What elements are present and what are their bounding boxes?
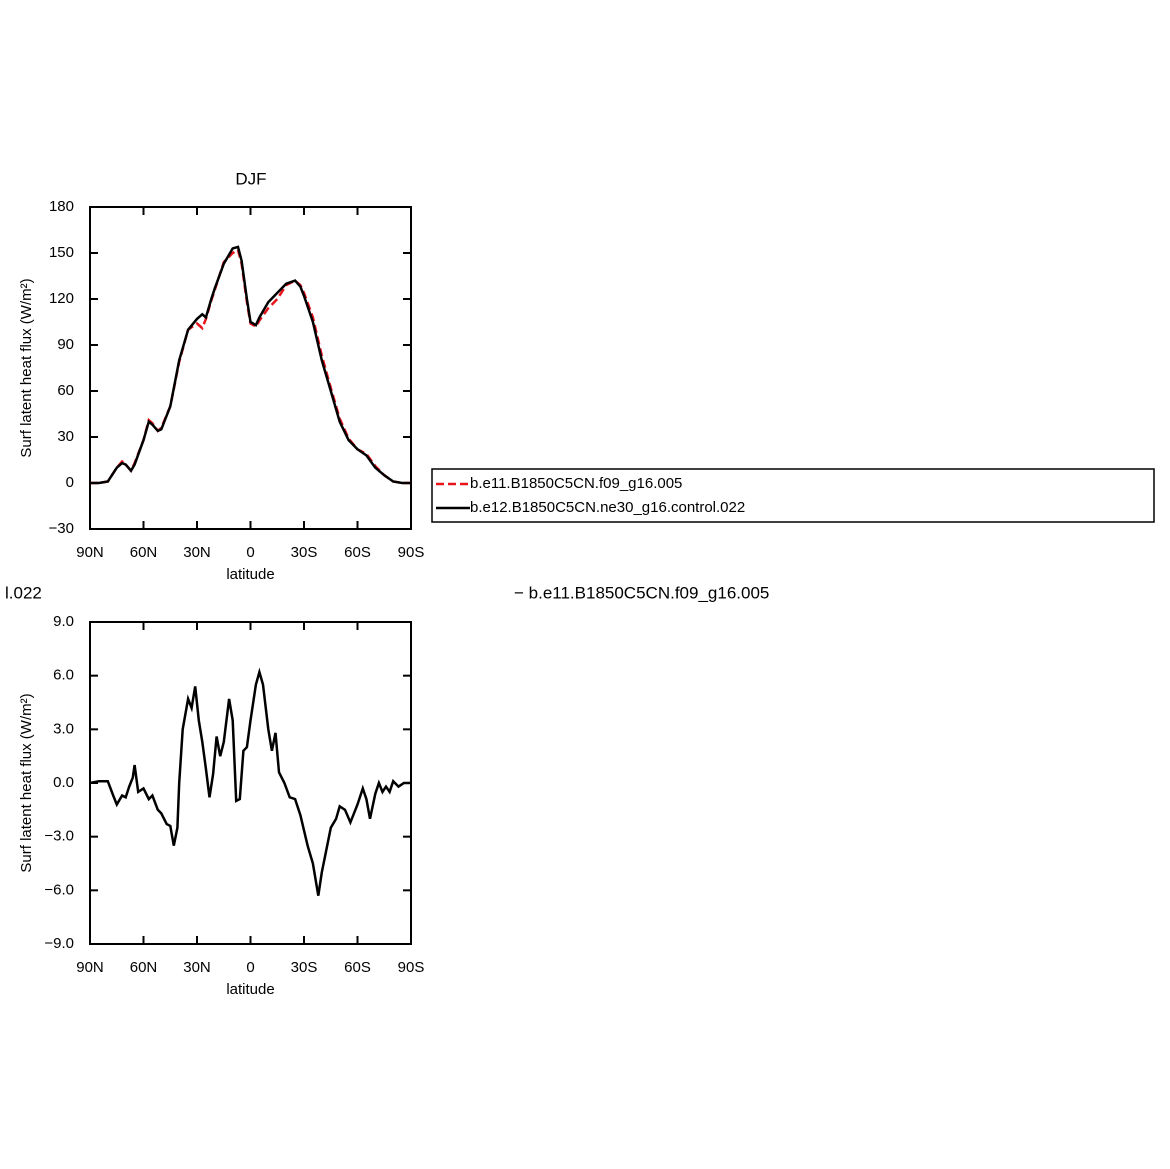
y-tick-label: −30 <box>49 520 74 537</box>
y-axis-label: Surf latent heat flux (W/m²) <box>18 693 35 872</box>
y-tick-label: 150 <box>49 244 74 261</box>
x-axis-label: latitude <box>226 981 274 998</box>
legend-label: b.e11.B1850C5CN.f09_g16.005 <box>470 475 682 492</box>
x-tick-label: 30S <box>291 959 318 976</box>
y-tick-label: 30 <box>57 428 74 445</box>
x-tick-label: 30S <box>291 544 318 561</box>
x-tick-label: 30N <box>183 959 211 976</box>
x-tick-label: 30N <box>183 544 211 561</box>
x-tick-label: 60S <box>344 544 371 561</box>
y-tick-label: 9.0 <box>53 613 74 630</box>
x-tick-label: 60N <box>130 959 158 976</box>
x-tick-label: 60N <box>130 544 158 561</box>
legend-label: b.e12.B1850C5CN.ne30_g16.control.022 <box>470 499 745 516</box>
x-tick-label: 90N <box>76 544 104 561</box>
y-tick-label: 6.0 <box>53 667 74 684</box>
y-tick-label: 0.0 <box>53 774 74 791</box>
y-tick-label: −6.0 <box>44 881 74 898</box>
x-tick-label: 90S <box>398 959 425 976</box>
x-tick-label: 60S <box>344 959 371 976</box>
plot-frame <box>89 206 412 530</box>
y-tick-label: −3.0 <box>44 828 74 845</box>
x-tick-label: 90S <box>398 544 425 561</box>
chart-title: l.022 <box>5 583 42 602</box>
legend <box>431 468 1155 523</box>
y-tick-label: −9.0 <box>44 935 74 952</box>
data-line <box>90 245 411 485</box>
y-tick-label: 3.0 <box>53 720 74 737</box>
y-tick-label: 90 <box>57 336 74 353</box>
y-tick-label: 120 <box>49 290 74 307</box>
x-tick-label: 0 <box>246 544 254 561</box>
data-line <box>90 247 411 485</box>
chart-title: DJF <box>235 169 266 188</box>
chart-title: − b.e11.B1850C5CN.f09_g16.005 <box>514 583 769 602</box>
y-axis-label: Surf latent heat flux (W/m²) <box>18 278 35 457</box>
y-tick-label: 0 <box>66 474 74 491</box>
y-tick-label: 60 <box>57 382 74 399</box>
x-tick-label: 90N <box>76 959 104 976</box>
y-tick-label: 180 <box>49 198 74 215</box>
x-tick-label: 0 <box>246 959 254 976</box>
x-axis-label: latitude <box>226 566 274 583</box>
data-line <box>89 667 411 896</box>
